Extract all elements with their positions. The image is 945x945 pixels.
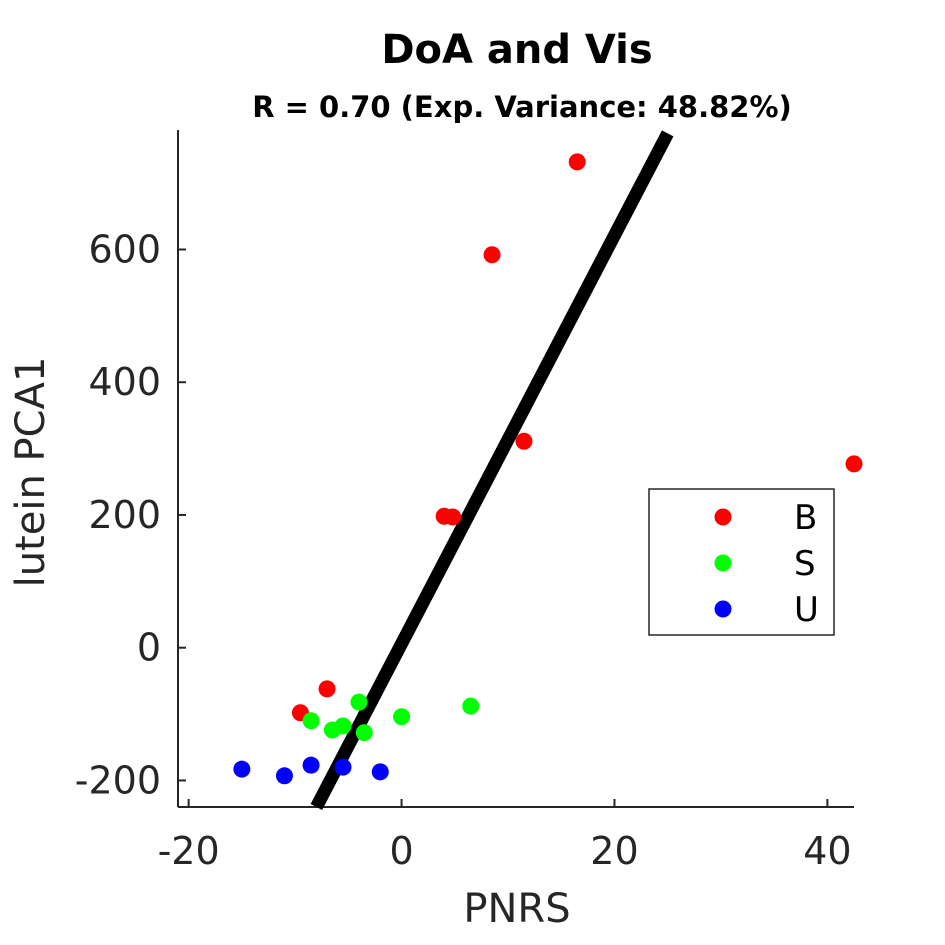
x-tick-label: 20 bbox=[590, 829, 638, 873]
legend-label-u: U bbox=[794, 590, 819, 630]
y-tick-label: -200 bbox=[75, 758, 161, 802]
point-u bbox=[334, 758, 352, 776]
point-b bbox=[318, 680, 336, 698]
point-s bbox=[334, 717, 352, 735]
point-b bbox=[568, 153, 586, 171]
point-u bbox=[233, 760, 251, 778]
legend-label-s: S bbox=[794, 544, 816, 584]
point-s bbox=[302, 712, 320, 730]
legend: BSU bbox=[648, 488, 835, 636]
y-ticks: -200 0 200 400 600 bbox=[75, 227, 186, 802]
point-b bbox=[444, 508, 462, 526]
point-u bbox=[275, 767, 293, 785]
regression-line bbox=[310, 130, 674, 811]
point-s bbox=[462, 697, 480, 715]
legend-marker-u bbox=[714, 600, 732, 618]
axes bbox=[177, 130, 854, 808]
chart-title: DoA and Vis bbox=[381, 27, 652, 73]
data-points bbox=[233, 153, 863, 785]
point-b bbox=[845, 455, 863, 473]
y-tick-label: 0 bbox=[137, 626, 161, 670]
y-tick-label: 600 bbox=[88, 227, 161, 271]
point-b bbox=[515, 432, 533, 450]
y-tick-label: 400 bbox=[88, 360, 161, 404]
x-ticks: -20 0 20 40 bbox=[158, 799, 852, 873]
point-s bbox=[350, 693, 368, 711]
x-tick-label: 40 bbox=[803, 829, 851, 873]
point-u bbox=[371, 763, 389, 781]
chart-subtitle: R = 0.70 (Exp. Variance: 48.82%) bbox=[252, 90, 792, 124]
legend-box bbox=[648, 488, 835, 636]
point-s bbox=[355, 724, 373, 742]
regression-line-group bbox=[310, 130, 674, 811]
x-tick-label: 0 bbox=[389, 829, 413, 873]
x-tick-label: -20 bbox=[158, 829, 220, 873]
y-axis-label: lutein PCA1 bbox=[8, 357, 54, 588]
y-tick-label: 200 bbox=[88, 493, 161, 537]
point-b bbox=[483, 246, 501, 264]
point-u bbox=[302, 756, 320, 774]
legend-marker-s bbox=[714, 554, 732, 572]
x-axis-label: PNRS bbox=[463, 886, 570, 932]
point-s bbox=[393, 708, 411, 726]
legend-marker-b bbox=[714, 508, 732, 526]
legend-label-b: B bbox=[794, 498, 817, 538]
